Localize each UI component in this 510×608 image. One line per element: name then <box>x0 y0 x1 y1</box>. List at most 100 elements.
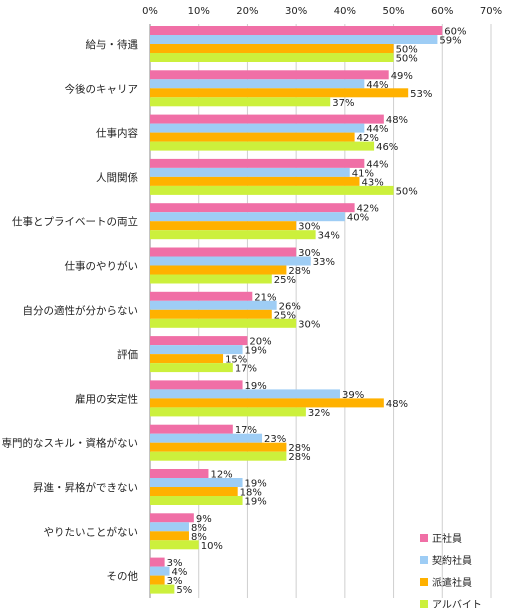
category-label: 専門的なスキル・資格がない <box>2 437 139 450</box>
category-label: 評価 <box>117 348 138 361</box>
data-label: 28% <box>288 443 310 454</box>
data-label: 53% <box>410 89 432 100</box>
bar <box>150 566 170 576</box>
bar <box>150 176 360 186</box>
legend-swatch <box>420 534 428 542</box>
data-label: 23% <box>264 434 286 445</box>
bar <box>150 513 194 523</box>
legend-label: 派遣社員 <box>432 576 472 589</box>
data-label: 26% <box>279 301 301 312</box>
data-label: 37% <box>332 98 354 109</box>
data-label: 44% <box>366 159 388 170</box>
x-tick-label: 70% <box>480 6 502 17</box>
bar <box>150 363 233 373</box>
category-labels: 給与・待遇今後のキャリア仕事内容人間関係仕事とプライベートの両立仕事のやりがい自… <box>2 38 139 583</box>
category-label: 人間関係 <box>96 172 138 184</box>
legend-swatch <box>420 556 428 564</box>
x-tick-label: 30% <box>285 6 307 17</box>
data-label: 30% <box>298 248 320 259</box>
data-label: 3% <box>167 558 183 569</box>
data-label: 19% <box>245 346 267 357</box>
data-label: 49% <box>391 71 413 82</box>
legend-label: 契約社員 <box>432 554 472 567</box>
category-label: やりたいことがない <box>44 525 139 538</box>
bar <box>150 70 389 80</box>
bar <box>150 487 238 496</box>
bar <box>150 203 355 213</box>
data-label: 50% <box>396 45 418 56</box>
category-label: 今後のキャリア <box>65 82 139 95</box>
x-tick-label: 40% <box>334 6 356 17</box>
bar <box>150 380 243 390</box>
data-label: 8% <box>191 523 207 534</box>
data-label: 5% <box>176 585 192 596</box>
bar <box>150 291 253 301</box>
data-label: 42% <box>357 204 379 215</box>
bar <box>150 318 297 328</box>
data-label: 44% <box>366 124 388 135</box>
data-label: 8% <box>191 532 207 543</box>
bar <box>150 141 375 151</box>
data-label: 3% <box>167 576 183 587</box>
bar <box>150 540 199 550</box>
data-label: 59% <box>439 36 461 47</box>
bar <box>150 185 394 195</box>
bar <box>150 389 340 399</box>
data-label: 48% <box>386 399 408 410</box>
data-label: 20% <box>249 337 271 348</box>
bars: 60%59%50%50%49%44%53%37%48%44%42%46%44%4… <box>150 26 467 596</box>
data-label: 50% <box>396 186 418 197</box>
x-tick-label: 50% <box>382 6 404 17</box>
data-label: 60% <box>444 27 466 38</box>
bar <box>150 469 209 478</box>
data-label: 42% <box>357 133 379 144</box>
bar <box>150 575 165 585</box>
bar <box>150 79 365 89</box>
data-label: 44% <box>366 80 388 91</box>
x-tick-label: 0% <box>142 6 158 17</box>
data-label: 30% <box>298 222 320 233</box>
legend-label: 正社員 <box>432 532 462 545</box>
bar <box>150 44 394 53</box>
category-label: 自分の適性が分からない <box>23 304 139 317</box>
bar <box>150 309 272 319</box>
category-label: その他 <box>107 570 139 583</box>
bar <box>150 407 306 417</box>
bar <box>150 88 409 98</box>
bar <box>150 230 316 240</box>
data-label: 34% <box>318 231 340 242</box>
bar <box>150 300 277 310</box>
data-label: 48% <box>386 115 408 126</box>
bar <box>150 247 297 257</box>
bar <box>150 123 365 133</box>
bar <box>150 97 331 107</box>
data-label: 46% <box>376 142 398 153</box>
bar <box>150 584 175 594</box>
bar <box>150 336 248 346</box>
data-label: 17% <box>235 364 257 375</box>
data-label: 19% <box>245 479 267 490</box>
category-label: 仕事とプライベートの両立 <box>12 215 138 228</box>
legend-swatch <box>420 600 428 608</box>
category-label: 昇進・昇格ができない <box>33 481 138 494</box>
x-tick-label: 60% <box>431 6 453 17</box>
bar <box>150 132 355 142</box>
data-label: 39% <box>342 390 364 401</box>
bar <box>150 212 345 222</box>
data-label: 17% <box>235 425 257 436</box>
bar <box>150 345 243 355</box>
category-label: 仕事内容 <box>96 127 138 140</box>
bar <box>150 531 189 541</box>
legend-label: アルバイト <box>432 599 482 608</box>
data-label: 19% <box>245 497 267 508</box>
data-label: 21% <box>254 292 276 303</box>
data-label: 25% <box>274 310 296 321</box>
data-label: 50% <box>396 54 418 65</box>
bar <box>150 433 263 443</box>
data-label: 41% <box>352 168 374 179</box>
x-axis-ticks: 0% 10% 20% 30% 40% 50% 60% 70% <box>142 6 502 17</box>
bar <box>150 354 224 364</box>
bar <box>150 274 272 284</box>
